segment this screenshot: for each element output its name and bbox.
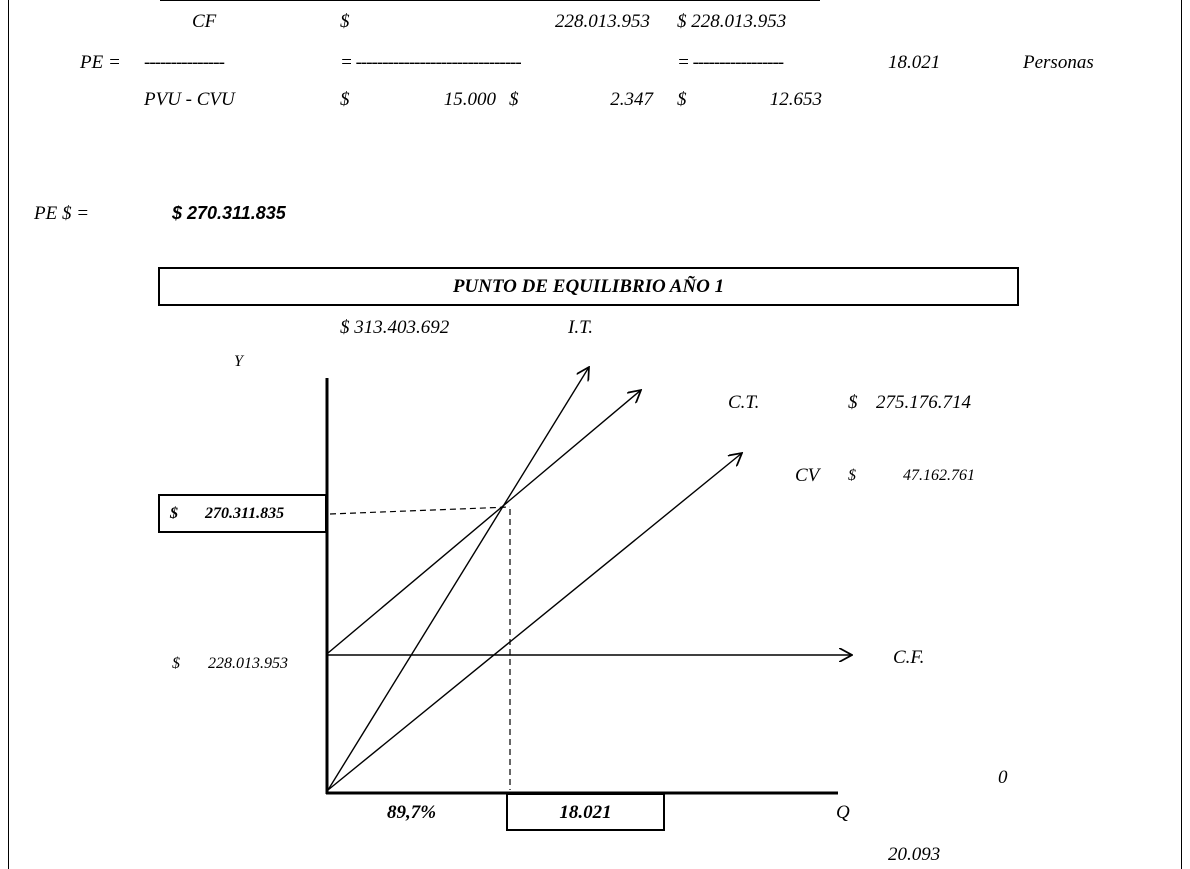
costo-total-line — [327, 390, 641, 654]
formula-cf-value: 228.013.953 — [555, 11, 650, 32]
costo-variable-line — [327, 453, 742, 791]
formula-pe-label: PE = — [80, 52, 121, 73]
formula-denominator-label: PVU - CVU — [144, 89, 235, 110]
q-axis-label: Q — [836, 802, 850, 823]
it-value: $ 313.403.692 — [340, 317, 450, 338]
cv-currency: $ — [848, 467, 856, 484]
pe-value-box — [158, 494, 327, 533]
formula-result-unit: Personas — [1023, 52, 1094, 73]
cf-currency: $ — [172, 655, 180, 672]
diagram-title: PUNTO DE EQUILIBRIO AÑO 1 — [452, 276, 725, 297]
y-axis-label: Y — [234, 353, 243, 370]
formula-dashes-c: = ----------------- — [677, 52, 784, 73]
pe-money-value: $ 270.311.835 — [172, 203, 286, 223]
formula-cvu-currency: $ — [509, 89, 519, 110]
formula-pvu-value: 15.000 — [443, 89, 496, 110]
ct-label: C.T. — [728, 392, 760, 413]
q-value-box — [506, 793, 665, 831]
formula-margin-currency: $ — [677, 89, 687, 110]
pe-money-label: PE $ = — [34, 203, 90, 224]
formula-numerator-label: CF — [192, 11, 217, 32]
it-label: I.T. — [568, 317, 593, 338]
ct-value: 275.176.714 — [876, 392, 971, 413]
pe-box-currency: $ — [170, 505, 178, 522]
formula-cvu-value: 2.347 — [610, 89, 653, 110]
diagram-title-box — [158, 267, 1019, 306]
formula-dashes-b: = ------------------------------- — [340, 52, 522, 73]
pe-box-value: 270.311.835 — [205, 505, 285, 522]
cv-value: 47.162.761 — [903, 467, 975, 484]
formula-cf-value-currency: $ 228.013.953 — [677, 11, 787, 32]
formula-result-value: 18.021 — [888, 52, 941, 73]
cf-value: 228.013.953 — [208, 655, 288, 672]
sheet-left-border — [8, 0, 9, 869]
cf-label: C.F. — [893, 647, 925, 668]
zero-label: 0 — [998, 767, 1008, 788]
formula-pvu-currency: $ — [340, 89, 350, 110]
ingreso-total-line — [327, 367, 589, 791]
percent-label: 89,7% — [387, 802, 437, 823]
formula-margin-value: 12.653 — [769, 89, 822, 110]
formula-dashes-a: --------------- — [144, 52, 225, 73]
sheet-right-border — [1181, 0, 1182, 869]
sheet-top-border — [160, 0, 820, 1]
q-box-value: 18.021 — [559, 802, 612, 823]
formula-cf-currency: $ — [340, 11, 350, 32]
q-max-value: 20.093 — [888, 844, 941, 865]
ct-currency: $ — [848, 392, 858, 413]
cv-label: CV — [795, 465, 820, 486]
pe-horizontal-guide — [329, 506, 511, 515]
